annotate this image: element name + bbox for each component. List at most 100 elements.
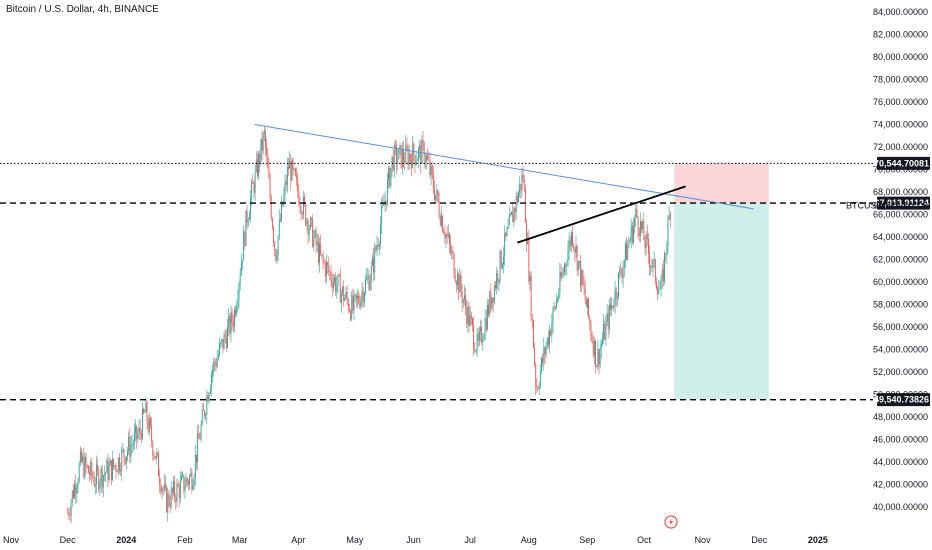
candle-body xyxy=(453,253,455,277)
candle-body xyxy=(626,243,628,261)
candle-body xyxy=(659,288,661,290)
candle-body xyxy=(291,160,293,181)
candle-body xyxy=(347,299,349,310)
candle-body xyxy=(248,215,250,220)
candle-body xyxy=(334,277,335,282)
candle-body xyxy=(398,147,400,160)
candle-body xyxy=(167,493,169,512)
time-tick-label: Dec xyxy=(60,535,77,545)
last-price-label: 66,826.20000 xyxy=(873,201,928,211)
candle-body xyxy=(115,465,117,472)
candle-body xyxy=(599,348,601,365)
candle-body xyxy=(598,349,600,365)
candle-body xyxy=(605,321,607,340)
candle-body xyxy=(77,481,79,488)
candle-body xyxy=(373,257,375,273)
candle-body xyxy=(330,271,332,282)
candle-body xyxy=(498,279,500,283)
candle-body xyxy=(174,481,176,498)
candle-body xyxy=(313,236,315,247)
candle-body xyxy=(386,179,388,205)
candle-body xyxy=(233,309,235,327)
candle-body xyxy=(145,402,147,413)
candle-body xyxy=(499,250,501,280)
candle-body xyxy=(534,347,536,365)
candle-body xyxy=(630,225,632,240)
candle-body xyxy=(583,283,585,289)
candle-body xyxy=(275,249,277,261)
candle-body xyxy=(531,318,533,320)
candle-body xyxy=(381,206,383,225)
candle-body xyxy=(374,246,376,273)
candle-body xyxy=(549,330,550,346)
candle-body xyxy=(614,288,616,307)
candle-body xyxy=(438,200,440,217)
candle-body xyxy=(340,292,342,304)
candle-body xyxy=(360,297,362,307)
candle-body xyxy=(162,488,164,490)
candle-body xyxy=(537,388,539,390)
candle-body xyxy=(279,219,281,221)
candle-body xyxy=(468,306,470,326)
candle-body xyxy=(367,275,369,278)
candle-body xyxy=(228,316,230,327)
candle-body xyxy=(132,444,134,445)
candle-body xyxy=(368,275,370,290)
candle-body xyxy=(446,234,448,237)
candle-body xyxy=(298,191,300,205)
candle-body xyxy=(581,270,583,286)
candle-body xyxy=(329,271,331,273)
candle-body xyxy=(107,460,109,480)
candle-body xyxy=(646,233,648,240)
candle-body xyxy=(469,315,471,326)
candle-body xyxy=(653,259,655,261)
candle-body xyxy=(230,312,232,334)
candle-body xyxy=(411,158,412,169)
candle-body xyxy=(665,253,667,255)
candle-body xyxy=(420,145,422,165)
candle-body xyxy=(140,432,142,439)
candle-body xyxy=(116,471,118,473)
candle-body xyxy=(393,145,395,171)
candle-body xyxy=(361,290,363,298)
candle-body xyxy=(406,144,408,150)
candle-body xyxy=(309,217,311,229)
candle-body xyxy=(451,251,453,253)
candle-body xyxy=(622,267,624,278)
candle-body xyxy=(336,285,338,292)
candle-body xyxy=(466,307,468,324)
candle-body xyxy=(197,433,199,463)
candle-body xyxy=(173,481,174,493)
candle-body xyxy=(424,161,426,163)
candle-body xyxy=(661,268,663,282)
candle-body xyxy=(284,181,286,194)
candle-body xyxy=(652,260,654,268)
candle-body xyxy=(518,193,519,203)
candle-body xyxy=(202,409,204,411)
candle-body xyxy=(102,474,104,488)
candle-body xyxy=(654,259,656,282)
candle-body xyxy=(412,143,414,169)
candle-body xyxy=(359,302,361,307)
candle-body xyxy=(623,259,625,268)
candle-body xyxy=(153,455,155,457)
time-tick-label: Aug xyxy=(521,535,537,545)
candle-body xyxy=(591,336,593,342)
candle-body xyxy=(114,465,116,467)
price-tick-label: 84,000.00000 xyxy=(873,7,928,17)
candle-body xyxy=(363,293,365,303)
candle-body xyxy=(267,154,269,169)
candle-body xyxy=(390,168,392,187)
candle-body xyxy=(590,324,592,337)
candle-body xyxy=(315,230,317,245)
lightning-icon[interactable] xyxy=(664,515,678,529)
candle-body xyxy=(501,264,503,268)
candle-body xyxy=(417,148,419,160)
candle-body xyxy=(222,339,224,349)
candle-body xyxy=(289,160,291,169)
candle-body xyxy=(547,337,549,346)
candle-body xyxy=(219,344,220,355)
candle-body xyxy=(504,232,506,257)
candle-body xyxy=(168,493,170,505)
